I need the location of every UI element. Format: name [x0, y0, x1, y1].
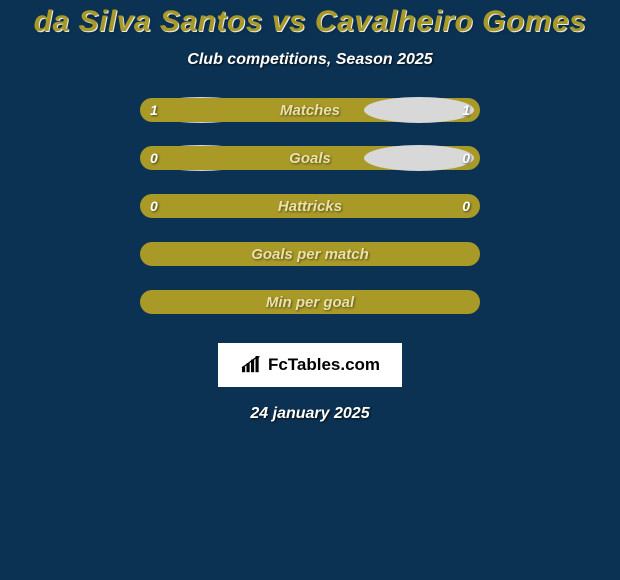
stat-label: Goals per match [251, 246, 369, 263]
stats-infographic: da Silva Santos vs Cavalheiro Gomes Club… [0, 0, 620, 580]
stat-row: 1 Matches 1 [140, 97, 480, 123]
stat-label: Goals [289, 150, 331, 167]
stat-label: Hattricks [278, 198, 342, 215]
stat-bar: Goals per match [140, 242, 480, 266]
stat-label: Min per goal [266, 294, 354, 311]
stat-right-value: 0 [462, 150, 470, 166]
brand-text: FcTables.com [268, 355, 380, 375]
brand-box: FcTables.com [218, 343, 402, 387]
right-ellipse [364, 145, 474, 171]
right-ellipse [364, 97, 474, 123]
stat-row: 0 Goals 0 [140, 145, 480, 171]
page-title: da Silva Santos vs Cavalheiro Gomes [34, 5, 587, 39]
stat-bar: Min per goal [140, 290, 480, 314]
stat-left-value: 1 [150, 102, 158, 118]
stat-bar: 0 Hattricks 0 [140, 194, 480, 218]
subtitle: Club competitions, Season 2025 [187, 51, 432, 69]
bar-chart-icon [240, 356, 262, 374]
stat-row: Goals per match [140, 241, 480, 267]
stat-row: Min per goal [140, 289, 480, 315]
stat-left-value: 0 [150, 198, 158, 214]
stat-right-value: 0 [462, 198, 470, 214]
stat-rows-container: 1 Matches 1 0 Goals 0 0 Hattricks 0 Goals per mat… [140, 97, 480, 337]
stat-right-value: 1 [462, 102, 470, 118]
stat-label: Matches [280, 102, 340, 119]
stat-row: 0 Hattricks 0 [140, 193, 480, 219]
date-text: 24 january 2025 [250, 405, 369, 423]
stat-left-value: 0 [150, 150, 158, 166]
